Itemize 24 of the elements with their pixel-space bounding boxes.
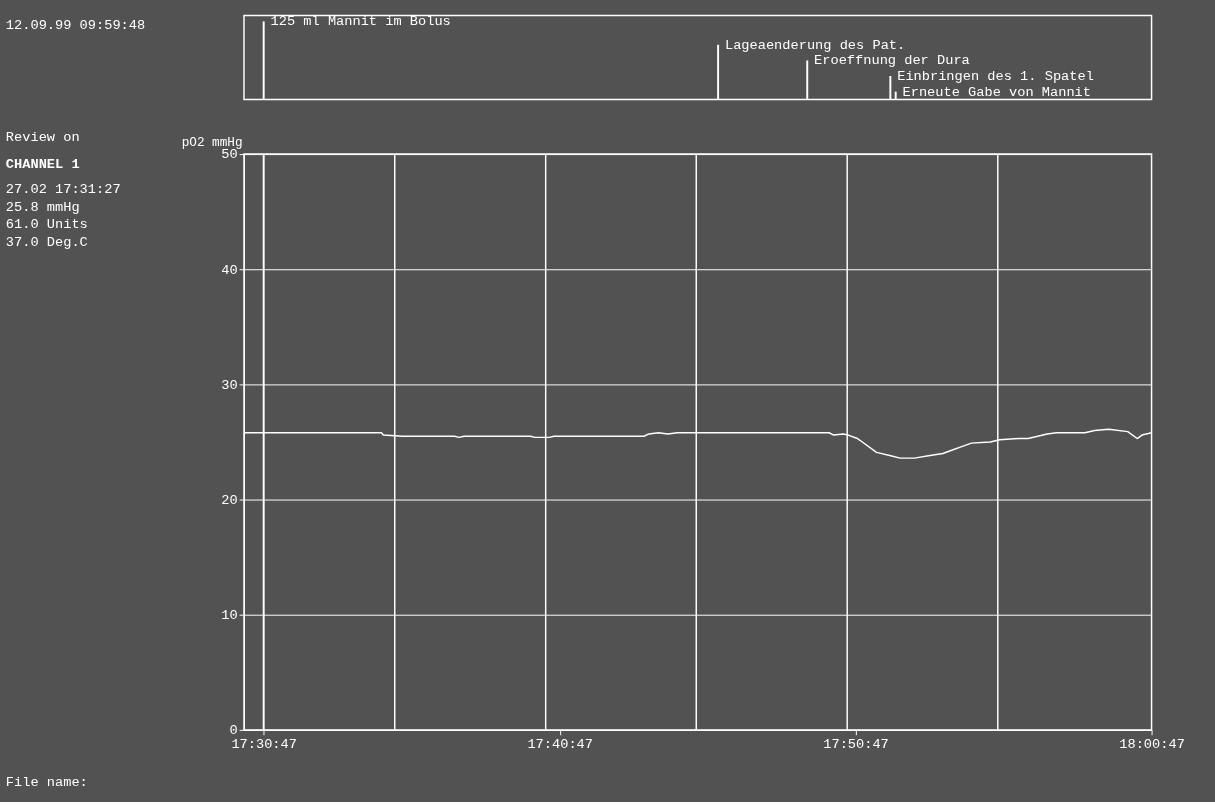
- ref-line-label: Einbringen des 1. Spatel: [897, 68, 1094, 84]
- text: 61.0 Units: [5, 217, 88, 233]
- y-tick-label: 10: [221, 608, 238, 624]
- text: 27.02 17:31:27: [5, 182, 121, 198]
- ref-line-label: Lageaenderung des Pat.: [724, 37, 906, 53]
- text: Review on: [5, 130, 80, 146]
- text: File name:: [5, 774, 88, 790]
- x-tick-label: 17:40:47: [527, 736, 593, 752]
- x-tick-label: 17:30:47: [231, 736, 297, 752]
- text: 12.09.99 09:59:48: [5, 18, 146, 34]
- ref-line-label: Eroeffnung der Dura: [814, 53, 970, 69]
- ref-line-label: Erneute Gabe von Mannit: [902, 84, 1092, 100]
- x-tick-label: 17:50:47: [823, 736, 889, 752]
- x-tick-label: 18:00:47: [1119, 736, 1185, 752]
- text: 25.8 mmHg: [5, 199, 80, 215]
- y-axis-title: pO2 mmHg: [181, 134, 243, 150]
- y-tick-label: 40: [221, 262, 238, 278]
- text: 37.0 Deg.C: [5, 234, 88, 250]
- y-tick-label: 20: [221, 492, 238, 508]
- y-tick-label: 30: [221, 377, 238, 393]
- y-tick-label: 0: [229, 723, 238, 739]
- ref-line-label: 125 ml Mannit im Bolus: [270, 14, 451, 30]
- y-tick-label: 50: [221, 147, 238, 163]
- text: CHANNEL 1: [5, 156, 80, 172]
